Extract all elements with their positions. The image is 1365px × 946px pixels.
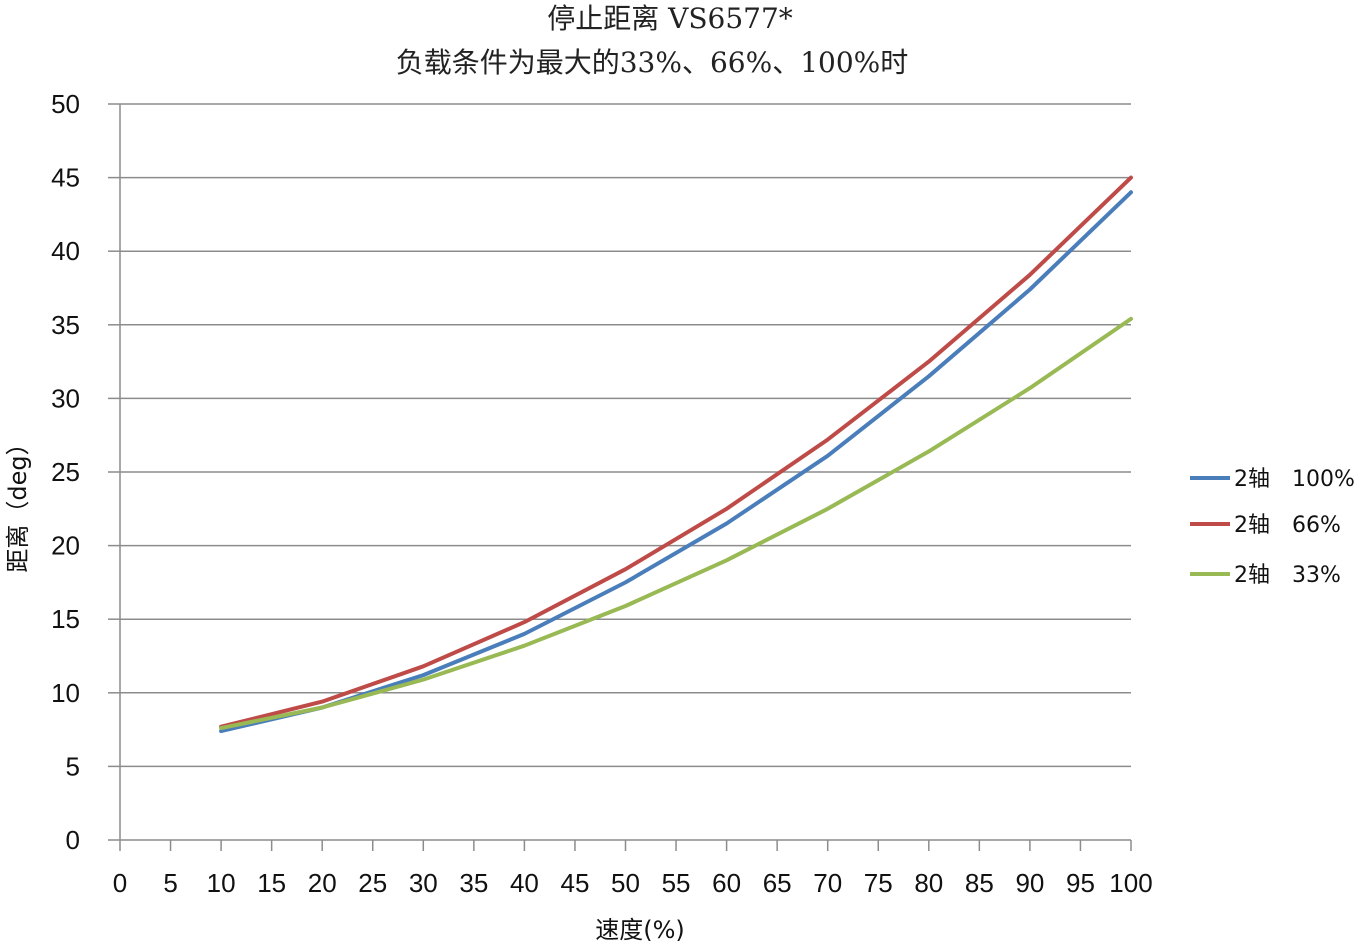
x-tick-label: 5 bbox=[163, 868, 177, 898]
axes bbox=[108, 103, 1132, 851]
y-axis-label: 距离（deg） bbox=[4, 431, 32, 572]
x-tick-label: 25 bbox=[358, 868, 387, 898]
series-line-0 bbox=[219, 190, 1133, 734]
x-tick-label: 75 bbox=[864, 868, 893, 898]
y-tick-label: 35 bbox=[51, 310, 80, 340]
x-tick-label: 0 bbox=[113, 868, 127, 898]
x-tick-label: 70 bbox=[813, 868, 842, 898]
x-tick-label: 90 bbox=[1015, 868, 1044, 898]
x-tick-label: 40 bbox=[510, 868, 539, 898]
legend-label-2: 2轴 33% bbox=[1234, 563, 1341, 588]
y-tick-label: 0 bbox=[66, 825, 80, 855]
x-tick-label: 15 bbox=[257, 868, 286, 898]
y-tick-label: 5 bbox=[66, 751, 80, 781]
chart-title-line2: 负载条件为最大的33%、66%、100%时 bbox=[396, 46, 909, 79]
y-tick-label: 40 bbox=[51, 236, 80, 266]
legend: 2轴 100% 2轴 66% 2轴 33% bbox=[1190, 467, 1355, 588]
x-tick-label: 35 bbox=[459, 868, 488, 898]
x-tick-label: 100 bbox=[1109, 868, 1152, 898]
legend-label-0: 2轴 100% bbox=[1234, 467, 1355, 492]
y-tick-label: 30 bbox=[51, 383, 80, 413]
y-tick-label: 50 bbox=[51, 89, 80, 119]
x-tick-label: 30 bbox=[409, 868, 438, 898]
series-lines bbox=[219, 175, 1133, 734]
y-tick-label: 15 bbox=[51, 604, 80, 634]
gridlines bbox=[120, 103, 1131, 768]
y-tick-label: 20 bbox=[51, 531, 80, 561]
y-tick-labels: 0 5 10 15 20 25 30 35 40 45 50 bbox=[51, 89, 80, 855]
y-tick-label: 45 bbox=[51, 163, 80, 193]
legend-label-1: 2轴 66% bbox=[1234, 513, 1341, 538]
x-axis-label: 速度(%) bbox=[595, 916, 685, 944]
x-tick-label: 45 bbox=[560, 868, 589, 898]
x-tick-label: 50 bbox=[611, 868, 640, 898]
x-tick-label: 95 bbox=[1066, 868, 1095, 898]
x-tick-label: 65 bbox=[763, 868, 792, 898]
x-tick-label: 80 bbox=[914, 868, 943, 898]
x-tick-label: 60 bbox=[712, 868, 741, 898]
x-tick-label: 55 bbox=[662, 868, 691, 898]
series-line-1 bbox=[219, 175, 1133, 729]
y-tick-label: 10 bbox=[51, 678, 80, 708]
series-line-2 bbox=[219, 316, 1133, 731]
x-tick-labels: 0 5 10 15 20 25 30 35 40 45 50 55 60 65 70 75 80 85 90 95 10… bbox=[113, 868, 1153, 898]
x-tick-label: 10 bbox=[207, 868, 236, 898]
x-tick-label: 20 bbox=[308, 868, 337, 898]
chart-title-line1: 停止距离 VS6577* bbox=[547, 2, 793, 35]
y-tick-label: 25 bbox=[51, 457, 80, 487]
x-tick-label: 85 bbox=[965, 868, 994, 898]
